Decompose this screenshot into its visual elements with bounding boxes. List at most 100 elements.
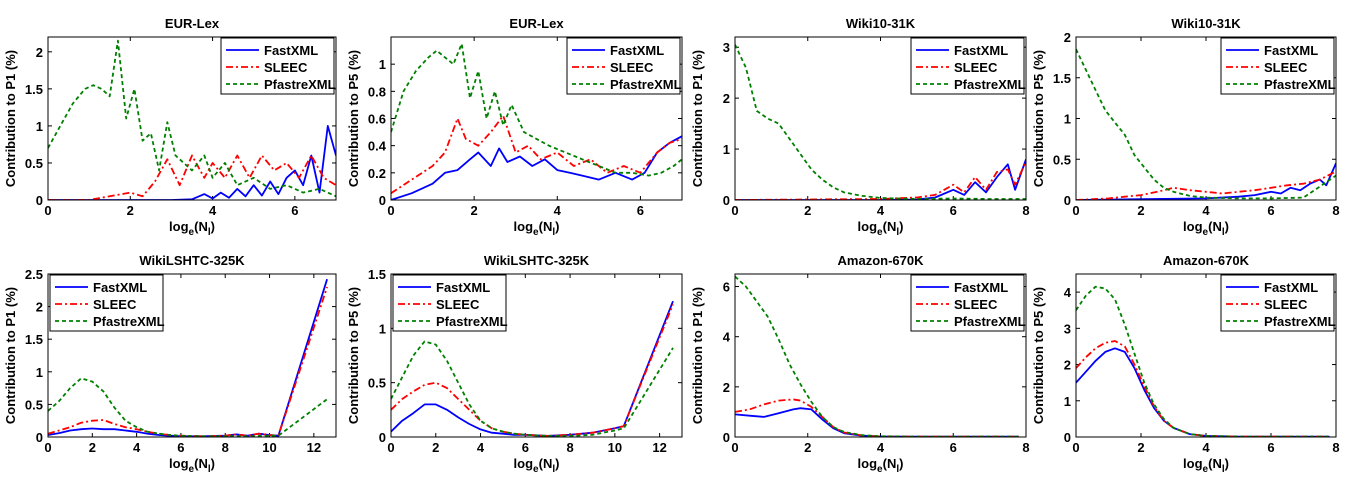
x-axis-label: loge(Nl) xyxy=(514,219,560,238)
legend-label: SLEEC xyxy=(264,60,308,75)
x-tick-label: 2 xyxy=(432,440,439,455)
y-tick-label: 2 xyxy=(36,45,43,60)
y-tick-label: 0.5 xyxy=(1053,152,1071,167)
y-tick-label: 0.8 xyxy=(368,84,386,99)
x-tick-label: 4 xyxy=(877,203,885,218)
y-axis-label: Contribution to P1 (%) xyxy=(690,287,705,424)
series-pfastrexml-line xyxy=(48,377,328,437)
series-sleec-line xyxy=(391,304,674,437)
x-tick-label: 0 xyxy=(731,203,738,218)
x-tick-label: 2 xyxy=(471,203,478,218)
series-pfastrexml-line xyxy=(391,42,682,177)
y-axis-label: Contribution to P1 (%) xyxy=(3,50,18,187)
x-tick-label: 12 xyxy=(307,440,321,455)
legend-box xyxy=(566,37,681,95)
y-axis-label: Contribution to P5 (%) xyxy=(1031,50,1046,187)
x-tick-label: 0 xyxy=(1072,203,1079,218)
x-tick-label: 0 xyxy=(1072,440,1079,455)
legend: FastXML SLEEC PfastreXML xyxy=(1220,274,1336,332)
chart-title: WikiLSHTC-325K xyxy=(484,253,590,268)
series-pfastrexml-line xyxy=(1076,48,1336,200)
series-pfastrexml-line xyxy=(735,275,1019,437)
x-tick-label: 2 xyxy=(1137,203,1144,218)
y-tick-label: 6 xyxy=(723,280,730,295)
series-fastxml-line xyxy=(1076,347,1330,437)
legend-label: FastXML xyxy=(264,43,318,58)
chart-title: EUR-Lex xyxy=(165,16,220,31)
x-tick-label: 2 xyxy=(804,203,811,218)
plot-frame xyxy=(390,273,683,438)
x-tick-label: 4 xyxy=(209,203,217,218)
legend-label: SLEEC xyxy=(610,60,654,75)
x-tick-label: 8 xyxy=(566,440,573,455)
chart-panel-4: Wiki10-31K 0 2 4 6 8 0 0.5 1 1.5 2 Contribution to … xyxy=(1031,16,1340,238)
y-tick-label: 1.5 xyxy=(1053,71,1071,86)
legend-label: FastXML xyxy=(1264,43,1318,58)
legend-label: FastXML xyxy=(436,280,490,295)
x-tick-label: 4 xyxy=(877,440,885,455)
x-tick-label: 6 xyxy=(522,440,529,455)
y-tick-label: 0 xyxy=(723,430,730,445)
x-tick-label: 6 xyxy=(950,203,957,218)
y-tick-label: 1 xyxy=(36,119,43,134)
y-tick-label: 3 xyxy=(723,40,730,55)
y-tick-label: 2 xyxy=(1064,358,1071,373)
legend-label: PfastreXML xyxy=(954,314,1026,329)
chart-panel-2: EUR-Lex 0 2 4 6 0 0.2 0.4 0.6 0.8 1 Contribution to… xyxy=(346,16,683,238)
legend-label: SLEEC xyxy=(954,60,998,75)
y-tick-label: 0 xyxy=(723,193,730,208)
series-sleec-line xyxy=(735,161,1026,200)
legend: FastXML SLEEC PfastreXML xyxy=(49,274,165,332)
x-tick-label: 4 xyxy=(1202,440,1210,455)
x-tick-label: 2 xyxy=(804,440,811,455)
series-sleec-line xyxy=(1076,340,1330,437)
legend-box xyxy=(910,274,1025,332)
legend-box xyxy=(49,274,164,332)
y-tick-label: 0 xyxy=(36,430,43,445)
y-tick-label: 4 xyxy=(1064,285,1072,300)
series-sleec-line xyxy=(735,398,1019,437)
y-tick-label: 3 xyxy=(1064,321,1071,336)
series-pfastrexml-line xyxy=(48,39,336,198)
legend-box xyxy=(1220,37,1335,95)
x-tick-label: 10 xyxy=(608,440,622,455)
x-axis-label: loge(Nl) xyxy=(1183,219,1229,238)
y-tick-label: 1.5 xyxy=(25,82,43,97)
x-tick-label: 0 xyxy=(387,440,394,455)
y-axis-label: Contribution to P5 (%) xyxy=(1031,287,1046,424)
x-tick-label: 8 xyxy=(1332,440,1339,455)
y-tick-label: 2 xyxy=(36,300,43,315)
x-tick-label: 6 xyxy=(291,203,298,218)
y-tick-label: 2.5 xyxy=(25,267,43,282)
chart-title: Wiki10-31K xyxy=(1171,16,1241,31)
y-tick-label: 1.5 xyxy=(368,267,386,282)
x-axis-label: loge(Nl) xyxy=(1183,456,1229,475)
legend-box xyxy=(220,37,335,95)
plot-frame xyxy=(1075,36,1337,201)
y-tick-label: 0.2 xyxy=(368,166,386,181)
y-tick-label: 2 xyxy=(723,380,730,395)
x-tick-label: 6 xyxy=(177,440,184,455)
y-axis-label: Contribution to P5 (%) xyxy=(346,287,361,424)
y-axis-label: Contribution to P1 (%) xyxy=(3,287,18,424)
chart-title: Amazon-670K xyxy=(838,253,925,268)
x-tick-label: 0 xyxy=(387,203,394,218)
x-tick-label: 0 xyxy=(44,203,51,218)
legend-label: FastXML xyxy=(1264,280,1318,295)
x-axis-label: loge(Nl) xyxy=(858,219,904,238)
legend-label: FastXML xyxy=(954,280,1008,295)
series-fastxml-line xyxy=(391,135,682,200)
y-tick-label: 0 xyxy=(379,430,386,445)
y-tick-label: 1.5 xyxy=(25,332,43,347)
chart-title: Amazon-670K xyxy=(1163,253,1250,268)
legend-label: PfastreXML xyxy=(264,77,336,92)
chart-panel-6: WikiLSHTC-325K 0 2 4 6 8 10 12 0 0.5 1 1.5 Contribut… xyxy=(346,253,683,475)
y-tick-label: 0 xyxy=(36,193,43,208)
x-axis-label: loge(Nl) xyxy=(514,456,560,475)
series-sleec-line xyxy=(48,154,336,200)
y-tick-label: 0 xyxy=(1064,193,1071,208)
legend-label: SLEEC xyxy=(1264,297,1308,312)
x-axis-label: loge(Nl) xyxy=(169,456,215,475)
legend-label: PfastreXML xyxy=(954,77,1026,92)
